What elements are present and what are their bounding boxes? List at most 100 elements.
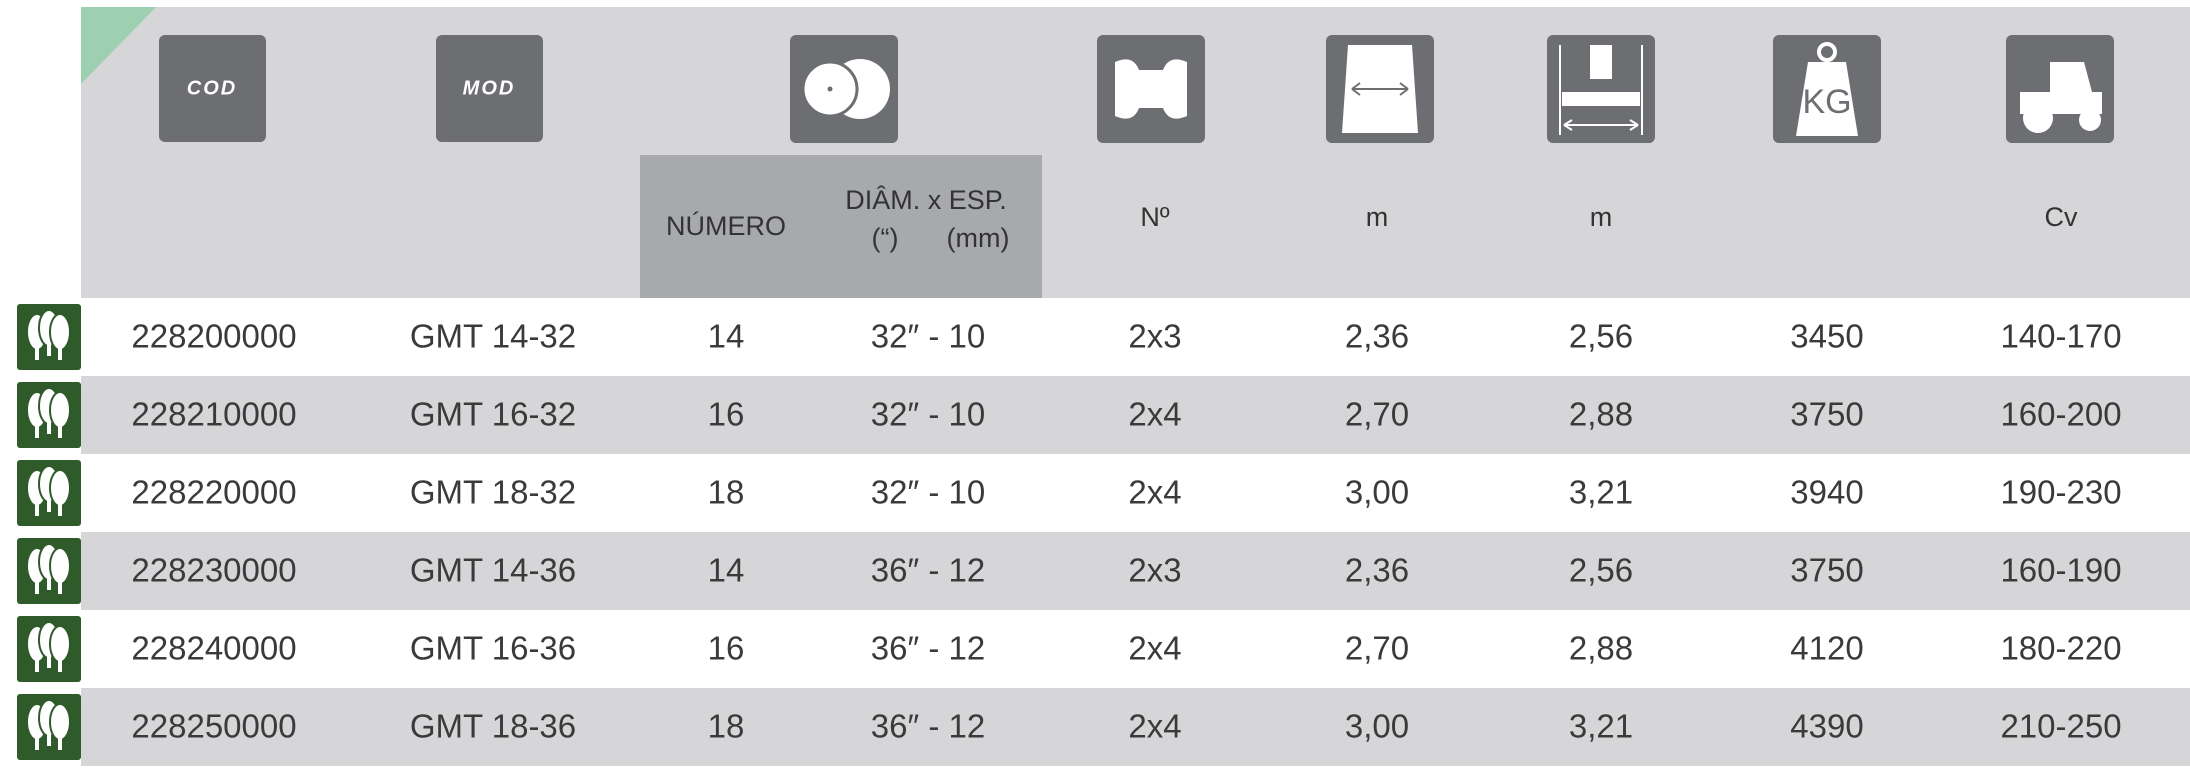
table-cell: 228250000 [131,708,296,745]
table-cell: 2x3 [1128,552,1181,589]
tree-icon [17,382,81,448]
table-cell: 32″ - 10 [871,318,985,355]
tree-trunk [47,656,51,668]
table-cell: GMT 14-32 [410,318,576,355]
table-row: 228200000 GMT 14-32 14 32″ - 10 2x3 2,36 2,56 3… [17,304,2122,370]
tree-crown [49,625,71,663]
row-background [81,688,2190,766]
table-cell: 36″ - 12 [871,708,985,745]
tree-trunk [47,500,51,512]
table-cell: 140-170 [2000,318,2121,355]
table-cell: 4120 [1790,630,1863,667]
tree-trunk [35,348,39,360]
table-cell: 32″ - 10 [871,396,985,433]
table-row: 228250000 GMT 18-36 18 36″ - 12 2x4 3,00 3,21 4… [17,688,2190,766]
table-cell: GMT 16-36 [410,630,576,667]
table-cell: GMT 16-32 [410,396,576,433]
table-cell: GMT 14-36 [410,552,576,589]
work-width-icon [1547,35,1655,143]
table-cell: 4390 [1790,708,1863,745]
table-cell: 2x4 [1128,474,1181,511]
subheader: NÚMERO [666,210,786,241]
table-cell: 36″ - 12 [871,630,985,667]
tree-trunk [35,738,39,750]
tree-trunk [35,582,39,594]
tree-trunk [58,582,62,594]
gang-icon [1097,35,1205,143]
table-cell: 3750 [1790,552,1863,589]
tree-trunk [58,426,62,438]
table-cell: 2,36 [1345,552,1409,589]
tree-trunk [35,504,39,516]
table-cell: 228210000 [131,396,296,433]
corner-mark [81,7,156,84]
table-cell: 160-200 [2000,396,2121,433]
table-cell: 228200000 [131,318,296,355]
table-cell: 3,21 [1569,474,1633,511]
table-cell: 2,88 [1569,396,1633,433]
cod-icon: COD [159,35,266,142]
table-cell: 16 [708,396,745,433]
tree-trunk [47,578,51,590]
table-cell: 3,21 [1569,708,1633,745]
tree-crown [49,391,71,429]
tree-trunk [35,426,39,438]
mod-icon: MOD [436,35,543,142]
weight-icon: KG [1773,35,1881,143]
table-cell: 2,70 [1345,396,1409,433]
tractor-icon [2006,35,2114,143]
table-cell: 2,56 [1569,318,1633,355]
subheader: m [1366,202,1389,232]
table-cell: 228230000 [131,552,296,589]
disc-subheader-band [640,155,1042,298]
table-cell: 2x4 [1128,396,1181,433]
icon-label: COD [187,77,237,99]
row-background [81,376,2190,454]
table-cell: 160-190 [2000,552,2121,589]
subheader: (mm) [947,223,1010,253]
table-cell: 14 [708,318,745,355]
icon-label: KG [1802,83,1851,121]
subheader: Cv [2045,202,2078,232]
subheader: (“) [872,223,899,253]
table-cell: 32″ - 10 [871,474,985,511]
tree-icon [17,694,81,760]
table-cell: GMT 18-36 [410,708,576,745]
table-cell: GMT 18-32 [410,474,576,511]
row-background [81,532,2190,610]
tree-icon [17,304,81,370]
icon-label: MOD [463,77,516,99]
table-cell: 190-230 [2000,474,2121,511]
table-cell: 210-250 [2000,708,2121,745]
width-icon [1326,35,1434,143]
tree-trunk [35,660,39,672]
table-cell: 2x4 [1128,630,1181,667]
table-cell: 2x4 [1128,708,1181,745]
table-row: 228210000 GMT 16-32 16 32″ - 10 2x4 2,70 2,88 3… [17,376,2190,454]
table-cell: 3,00 [1345,708,1409,745]
subheader: m [1590,202,1613,232]
table-cell: 14 [708,552,745,589]
table-cell: 18 [708,708,745,745]
table-cell: 18 [708,474,745,511]
tree-icon [17,616,81,682]
table-cell: 3940 [1790,474,1863,511]
subheader: DIÂM. x ESP. [845,184,1007,215]
table-cell: 2,56 [1569,552,1633,589]
table-cell: 2,70 [1345,630,1409,667]
table-cell: 2,36 [1345,318,1409,355]
tree-trunk [47,734,51,746]
table-cell: 2x3 [1128,318,1181,355]
table-row: 228220000 GMT 18-32 18 32″ - 10 2x4 3,00 3,21 3… [17,460,2122,526]
tree-crown [49,313,71,351]
table-cell: 3,00 [1345,474,1409,511]
table-cell: 3750 [1790,396,1863,433]
table-cell: 180-220 [2000,630,2121,667]
table-row: 228240000 GMT 16-36 16 36″ - 12 2x4 2,70 2,88 4… [17,616,2122,682]
tree-crown [49,469,71,507]
table-row: 228230000 GMT 14-36 14 36″ - 12 2x3 2,36 2,56 3… [17,532,2190,610]
tree-trunk [58,348,62,360]
tree-trunk [58,738,62,750]
